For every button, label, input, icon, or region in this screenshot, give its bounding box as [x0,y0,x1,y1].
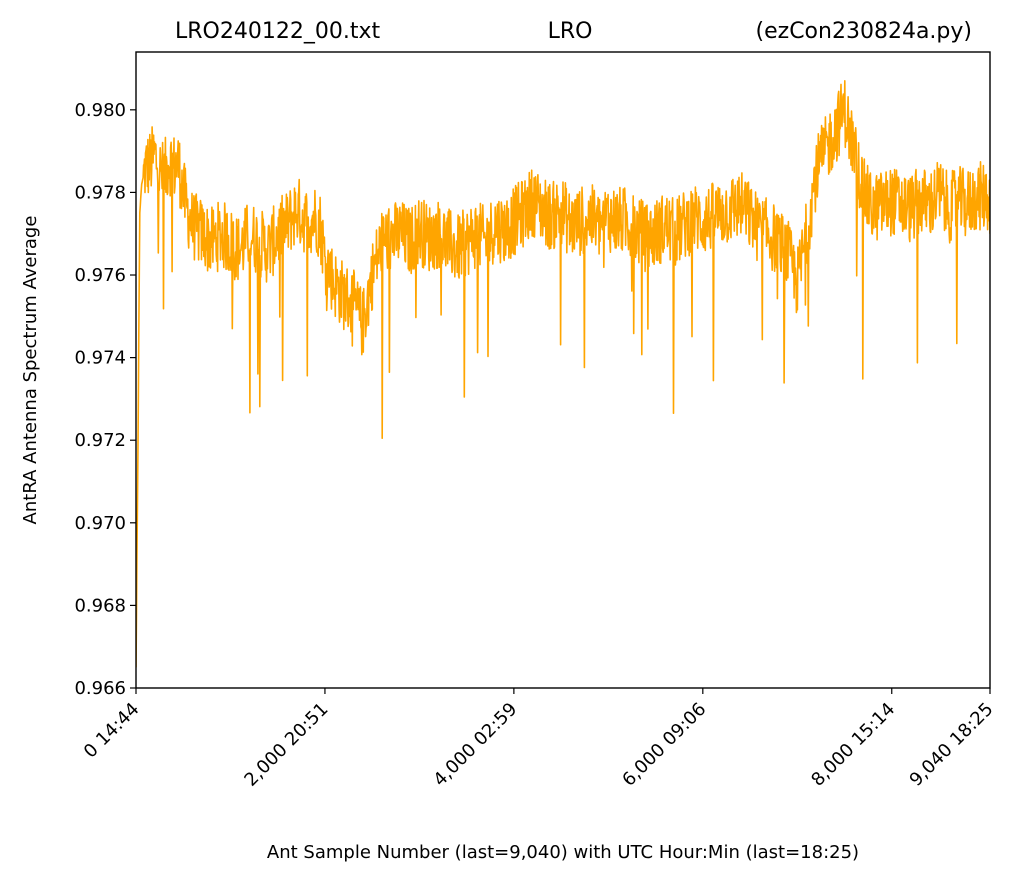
title-center: LRO [548,19,593,44]
y-axis-label: AntRA Antenna Spectrum Average [20,216,41,525]
y-tick-label: 0.974 [74,348,126,369]
chart-title: LRO240122_00.txt LRO (ezCon230824a.py) [175,19,972,44]
x-tick-label: 2,000 20:51 [240,699,332,791]
x-tick-label: 0 14:44 [80,699,144,763]
title-right: (ezCon230824a.py) [756,19,972,44]
series-line-0 [136,80,990,668]
x-tick-label: 4,000 02:59 [429,699,521,791]
y-tick-label: 0.966 [74,678,126,699]
x-tick-label: 9,040 18:25 [906,699,998,791]
x-axis-label: Ant Sample Number (last=9,040) with UTC … [267,842,859,863]
x-tick-label: 6,000 09:06 [618,699,710,791]
x-tick-label: 8,000 15:14 [807,699,899,791]
y-axis: 0.966 0.968 0.970 0.972 0.974 0.976 0.978 0.980 [74,100,136,699]
y-tick-label: 0.976 [74,265,126,286]
y-tick-label: 0.970 [74,513,126,534]
x-axis: 0 14:44 2,000 20:51 4,000 02:59 6,000 09:06… [80,688,998,791]
plot-area [136,80,990,668]
title-left: LRO240122_00.txt [175,19,380,44]
y-tick-label: 0.968 [74,595,126,616]
y-tick-label: 0.980 [74,100,126,121]
plot-frame [135,51,991,689]
y-tick-label: 0.978 [74,182,126,203]
y-tick-label: 0.972 [74,430,126,451]
